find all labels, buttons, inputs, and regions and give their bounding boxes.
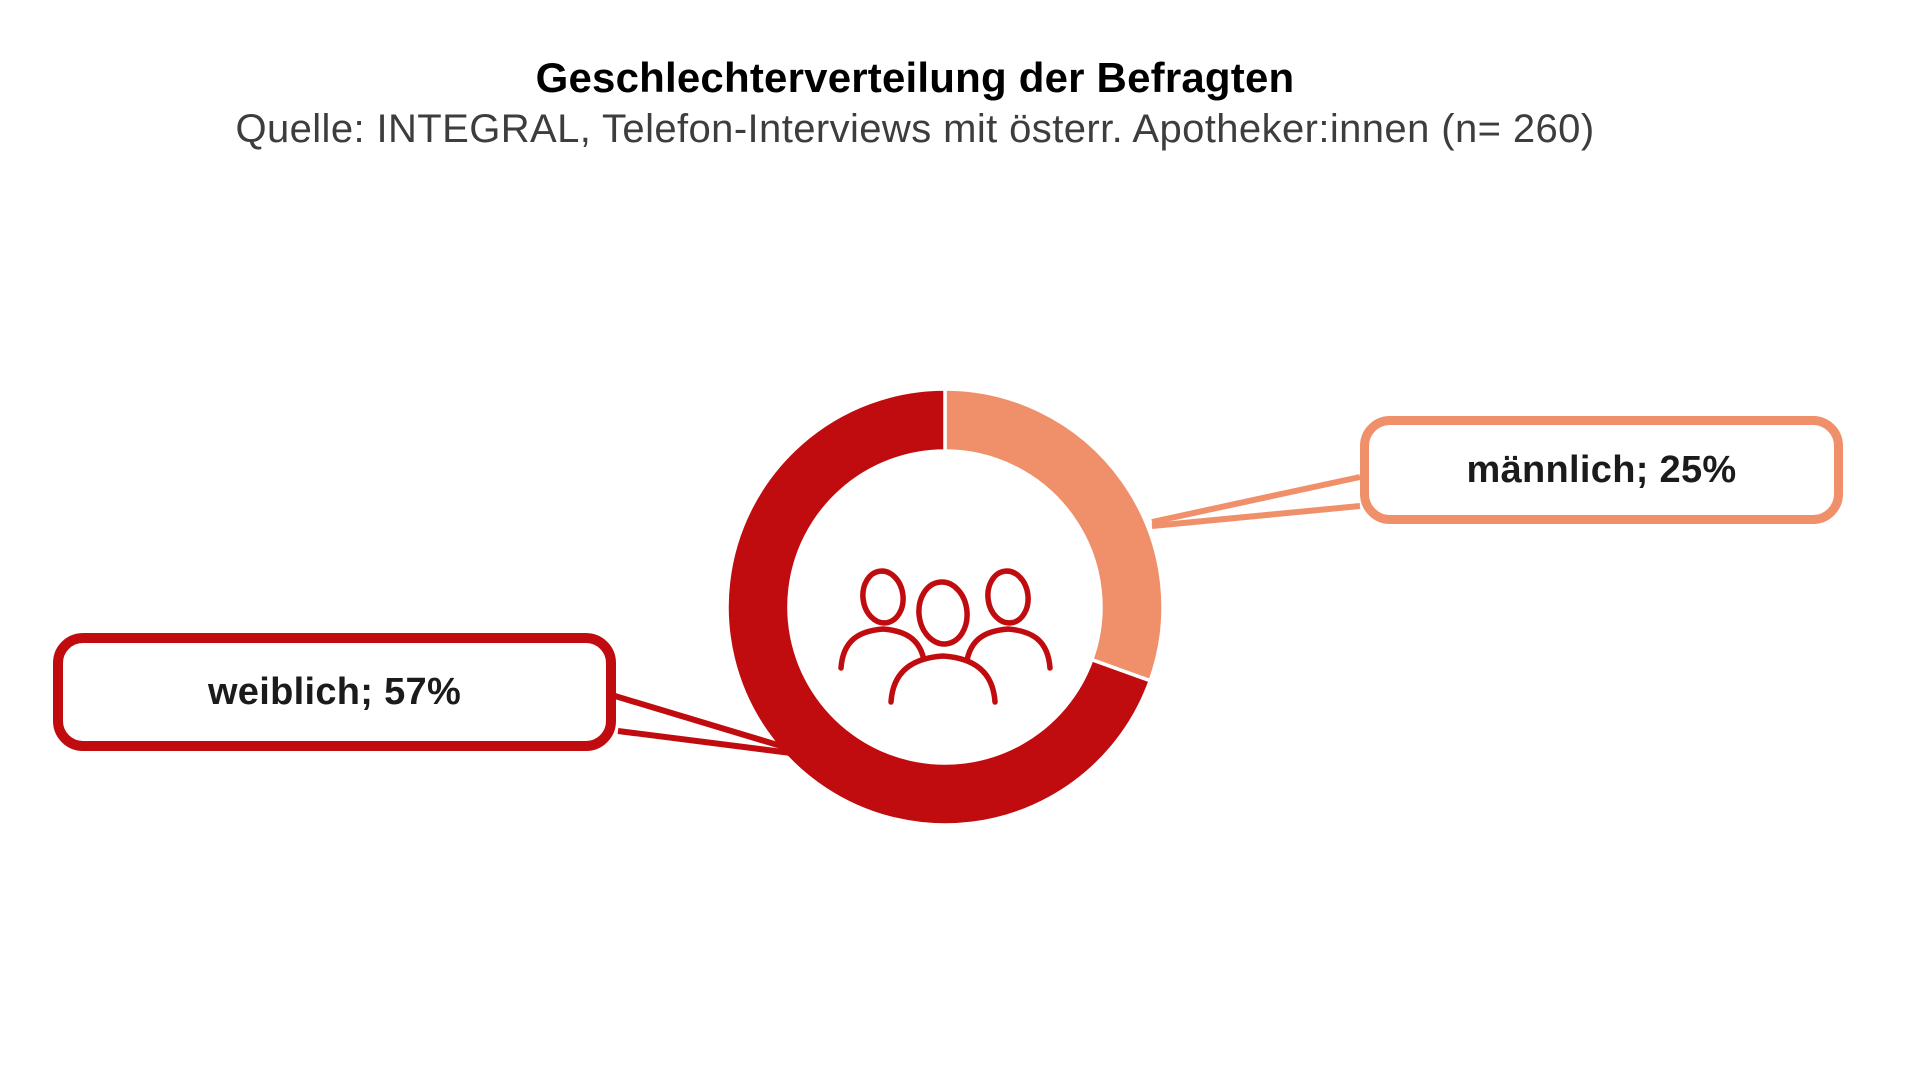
callout-maennlich: männlich; 25% [1360,416,1843,524]
donut-slice-weiblich [725,387,1153,827]
callout-weiblich-label: weiblich; 57% [207,670,462,713]
callout-tail-weiblich [614,693,792,756]
callout-maennlich-label: männlich; 25% [1466,448,1737,491]
people-icon [838,568,1053,705]
callout-weiblich: weiblich; 57% [53,633,616,751]
donut-slice-männlich [943,387,1165,683]
donut-slices [725,387,1165,827]
chart-source-subtitle: Quelle: INTEGRAL, Telefon-Interviews mit… [235,107,1595,152]
chart-title: Geschlechterverteilung der Befragten [535,54,1295,101]
callout-tail-maennlich [1151,474,1361,529]
chart-header: Geschlechterverteilung der Befragten Que… [0,54,1830,152]
